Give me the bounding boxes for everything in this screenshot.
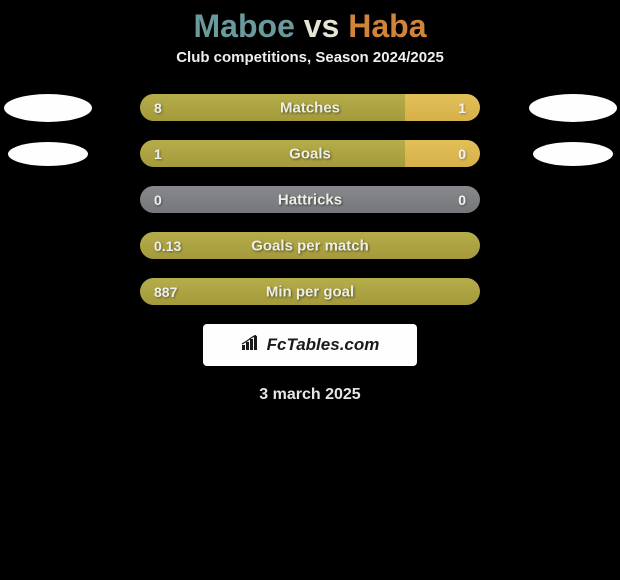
logo-right-slot	[525, 142, 620, 166]
brand-text: FcTables.com	[267, 335, 380, 355]
stat-row: Goals per match0.13	[0, 232, 620, 259]
bar-left-segment: 8	[140, 94, 405, 121]
bar-left-segment: 1	[140, 140, 405, 167]
player2-name: Haba	[348, 8, 426, 44]
brand-logo: FcTables.com	[203, 324, 417, 366]
team-logo-right	[529, 94, 617, 122]
team-logo-left	[4, 94, 92, 122]
stat-row: Min per goal887	[0, 278, 620, 305]
logo-left-slot	[0, 142, 95, 166]
player1-name: Maboe	[194, 8, 295, 44]
chart-icon	[241, 335, 261, 356]
logo-left-slot	[0, 94, 95, 122]
team-logo-right	[533, 142, 613, 166]
stat-bar: Matches81	[140, 94, 480, 121]
stat-row: Hattricks00	[0, 186, 620, 213]
stats-container: Matches81 Goals10 Hattricks00 Goals per mat…	[0, 94, 620, 305]
subtitle: Club competitions, Season 2024/2025	[0, 49, 620, 66]
stat-bar: Goals10	[140, 140, 480, 167]
logo-right-slot	[525, 94, 620, 122]
bar-right-segment: 0	[405, 140, 480, 167]
title-vs: vs	[304, 8, 340, 44]
bar-right-segment: 0	[310, 186, 480, 213]
team-logo-left	[8, 142, 88, 166]
bar-full-segment: 887	[140, 278, 480, 305]
date-text: 3 march 2025	[0, 386, 620, 404]
bar-full-segment: 0.13	[140, 232, 480, 259]
stat-row: Matches81	[0, 94, 620, 121]
stat-bar: Hattricks00	[140, 186, 480, 213]
stat-bar: Min per goal887	[140, 278, 480, 305]
bar-right-segment: 1	[405, 94, 480, 121]
comparison-title: Maboe vs Haba	[0, 0, 620, 49]
stat-bar: Goals per match0.13	[140, 232, 480, 259]
stat-row: Goals10	[0, 140, 620, 167]
bar-left-segment: 0	[140, 186, 310, 213]
